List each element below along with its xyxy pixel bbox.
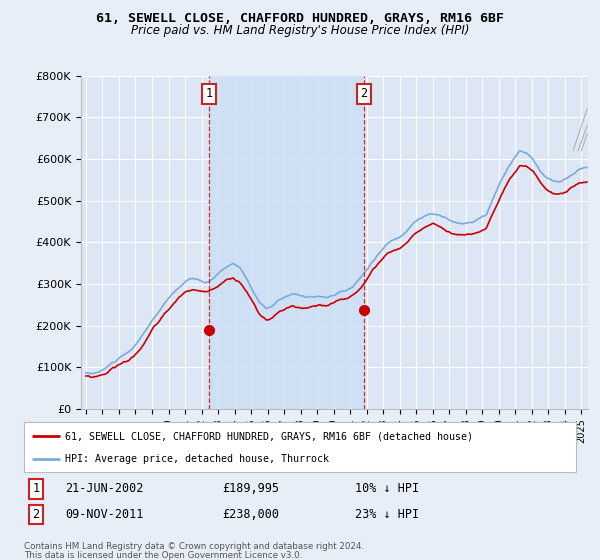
Text: Contains HM Land Registry data © Crown copyright and database right 2024.: Contains HM Land Registry data © Crown c… — [24, 542, 364, 551]
Text: £189,995: £189,995 — [223, 482, 280, 496]
Text: Price paid vs. HM Land Registry's House Price Index (HPI): Price paid vs. HM Land Registry's House … — [131, 24, 469, 36]
Text: This data is licensed under the Open Government Licence v3.0.: This data is licensed under the Open Gov… — [24, 551, 302, 560]
Text: 61, SEWELL CLOSE, CHAFFORD HUNDRED, GRAYS, RM16 6BF: 61, SEWELL CLOSE, CHAFFORD HUNDRED, GRAY… — [96, 12, 504, 25]
Bar — [209, 76, 364, 409]
Text: 1: 1 — [206, 87, 213, 100]
Text: 61, SEWELL CLOSE, CHAFFORD HUNDRED, GRAYS, RM16 6BF (detached house): 61, SEWELL CLOSE, CHAFFORD HUNDRED, GRAY… — [65, 431, 473, 441]
Text: 09-NOV-2011: 09-NOV-2011 — [65, 508, 144, 521]
Text: 2: 2 — [361, 87, 368, 100]
Text: 2: 2 — [32, 508, 40, 521]
Text: 21-JUN-2002: 21-JUN-2002 — [65, 482, 144, 496]
Text: £238,000: £238,000 — [223, 508, 280, 521]
Text: HPI: Average price, detached house, Thurrock: HPI: Average price, detached house, Thur… — [65, 454, 329, 464]
Text: 23% ↓ HPI: 23% ↓ HPI — [355, 508, 419, 521]
Text: 10% ↓ HPI: 10% ↓ HPI — [355, 482, 419, 496]
Text: 1: 1 — [32, 482, 40, 496]
